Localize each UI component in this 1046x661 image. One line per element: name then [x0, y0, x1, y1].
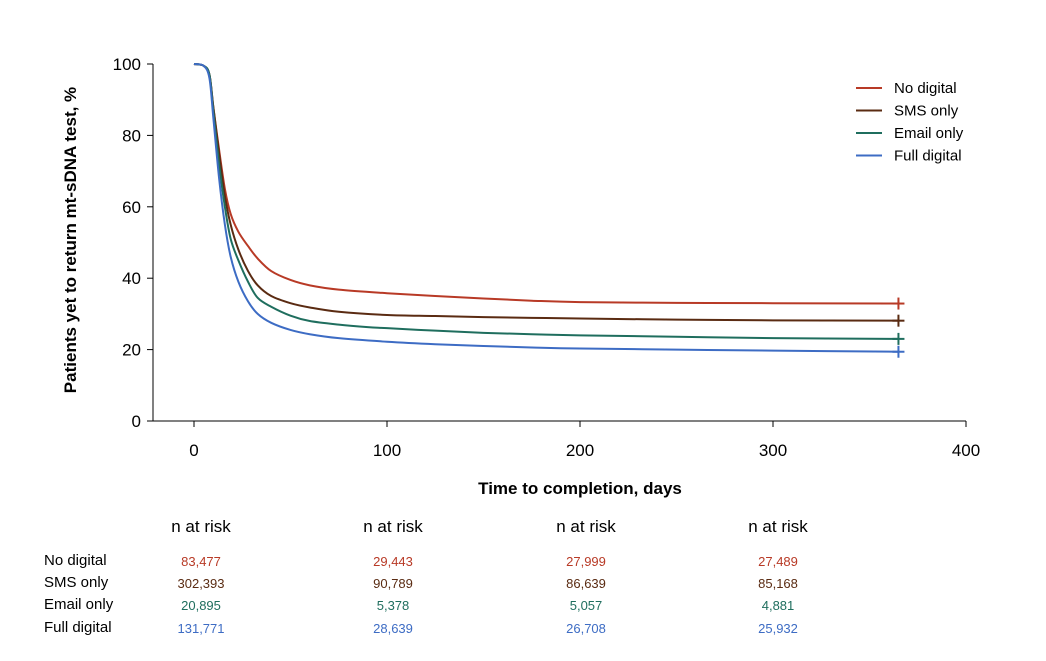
- y-tick-label: 100: [113, 55, 141, 74]
- censor-marker-email-only: [892, 332, 905, 345]
- legend: No digital SMS only Email only Full digital: [856, 80, 964, 165]
- legend-label-full-digital: Full digital: [894, 148, 962, 165]
- series-line-full-digital: [193, 63, 899, 353]
- y-tick-label: 20: [122, 341, 141, 360]
- y-tick-label: 0: [132, 412, 141, 431]
- x-tick-label: 300: [759, 441, 787, 460]
- legend-label-no-digital: No digital: [894, 80, 957, 97]
- x-tick-label: 400: [952, 441, 980, 460]
- censor-marker-sms-only: [892, 314, 905, 327]
- series-line-no-digital: [193, 63, 899, 305]
- y-tick-label: 40: [122, 269, 141, 288]
- censor-marker-full-digital: [892, 345, 905, 358]
- x-tick-label: 0: [189, 441, 198, 460]
- y-axis-title: Patients yet to return mt-sDNA test, %: [61, 87, 80, 393]
- x-axis-title: Time to completion, days: [478, 479, 682, 498]
- legend-label-email-only: Email only: [894, 125, 964, 142]
- series-layer: [193, 63, 905, 358]
- censor-marker-no-digital: [892, 297, 905, 310]
- series-line-email-only: [193, 63, 899, 340]
- legend-label-sms-only: SMS only: [894, 103, 959, 120]
- x-tick-label: 200: [566, 441, 594, 460]
- y-tick-label: 80: [122, 126, 141, 145]
- axes: 0 100 200 300 400 0 20 40 60 80 100: [113, 55, 981, 460]
- x-tick-label: 100: [373, 441, 401, 460]
- y-tick-label: 60: [122, 198, 141, 217]
